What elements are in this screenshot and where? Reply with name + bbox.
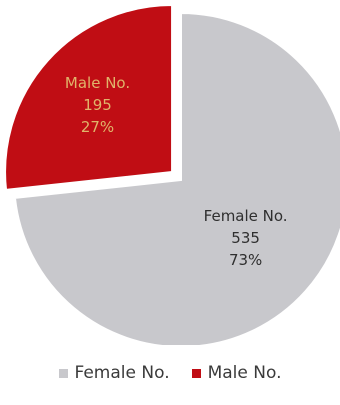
slice-label-male-percent: 27%: [81, 118, 114, 136]
legend-label-female: Female No.: [74, 363, 170, 383]
pie-slice-female: [13, 11, 340, 345]
legend-swatch-male: [191, 368, 201, 378]
slice-label-female-percent: 73%: [229, 251, 262, 269]
legend-item-male: Male No.: [191, 363, 282, 383]
legend-item-female: Female No.: [58, 363, 170, 383]
legend-swatch-female: [58, 368, 68, 378]
slice-label-male-value: 195: [83, 96, 112, 114]
pie-slice-male: [4, 3, 174, 192]
slice-label-female-name: Female No.: [204, 207, 288, 225]
legend-label-male: Male No.: [207, 363, 282, 383]
slice-label-female-value: 535: [231, 229, 260, 247]
pie-chart-svg: Female No. 535 73% Male No. 195 27%: [4, 3, 340, 345]
chart-legend: Female No. Male No.: [0, 363, 340, 383]
slice-label-male-name: Male No.: [65, 74, 130, 92]
